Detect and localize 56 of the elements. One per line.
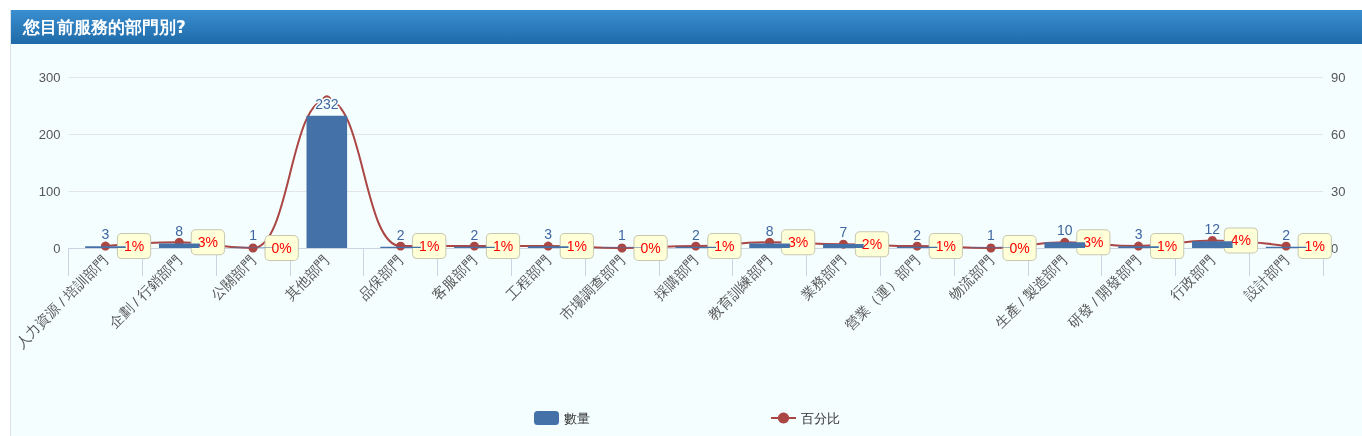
data-label: 2: [470, 226, 479, 243]
y2-tick-label: 0: [1331, 240, 1339, 256]
x-tick-label: 市場調查部門: [556, 252, 628, 324]
data-label: 3%: [1083, 234, 1104, 251]
data-label: 1%: [566, 238, 587, 255]
data-label: 1%: [1157, 238, 1178, 255]
y2-tick-label: 60: [1331, 126, 1346, 142]
y-tick-label: 300: [38, 69, 61, 85]
x-tick-label: 設計部門: [1240, 252, 1292, 304]
data-label: 12: [1204, 221, 1221, 238]
y2-tick-label: 90: [1331, 69, 1346, 85]
bar: [823, 244, 864, 248]
x-tick-label: 教育訓練部門: [704, 252, 776, 324]
bar: [1044, 242, 1086, 248]
x-tick-label: 物流部門: [945, 252, 997, 304]
data-label: 0%: [1009, 240, 1030, 256]
x-tick-label: 行政部門: [1167, 252, 1218, 304]
x-tick-label: 業務部門: [798, 252, 850, 304]
data-label: 7: [839, 224, 848, 241]
x-tick-label: 客服部門: [429, 252, 481, 304]
x-tick-label: 品保部門: [355, 252, 407, 304]
data-label: 4%: [1230, 232, 1252, 249]
data-label: 2: [691, 226, 700, 243]
data-label: 1%: [492, 238, 514, 255]
data-label: 3: [1134, 226, 1143, 243]
y2-tick-label: 30: [1331, 183, 1346, 199]
bar: [1192, 241, 1233, 248]
data-label: 1: [987, 227, 996, 244]
bar: [158, 243, 200, 248]
data-label: 2: [396, 226, 405, 243]
chart-title: 您目前服務的部門別?: [11, 10, 1362, 44]
data-label: 2%: [861, 236, 883, 253]
legend-label: 百分比: [801, 410, 840, 426]
x-tick-label: 公關部門: [207, 252, 259, 304]
data-label: 1%: [123, 238, 145, 255]
bar: [749, 243, 790, 248]
data-label: 3%: [197, 234, 218, 251]
data-label: 1%: [1304, 238, 1325, 255]
data-label: 1: [618, 227, 627, 244]
legend-label: 數量: [564, 410, 590, 426]
x-tick-label: 工程部門: [502, 252, 554, 304]
data-label: 2: [1282, 226, 1291, 243]
data-label: 3: [101, 226, 110, 243]
bar: [306, 115, 348, 248]
data-label: 1%: [935, 238, 956, 255]
data-label: 1%: [714, 238, 735, 255]
data-label: 3: [544, 226, 553, 243]
data-label: 2: [913, 226, 922, 243]
y-tick-label: 200: [38, 126, 61, 142]
data-label: 3%: [788, 234, 809, 251]
data-label: 8: [175, 223, 184, 240]
data-label: 1: [249, 227, 258, 244]
data-label: 8: [765, 223, 774, 240]
data-label: 10: [1056, 222, 1073, 239]
data-label: 1%: [419, 238, 440, 255]
y-tick-label: 100: [38, 183, 61, 199]
